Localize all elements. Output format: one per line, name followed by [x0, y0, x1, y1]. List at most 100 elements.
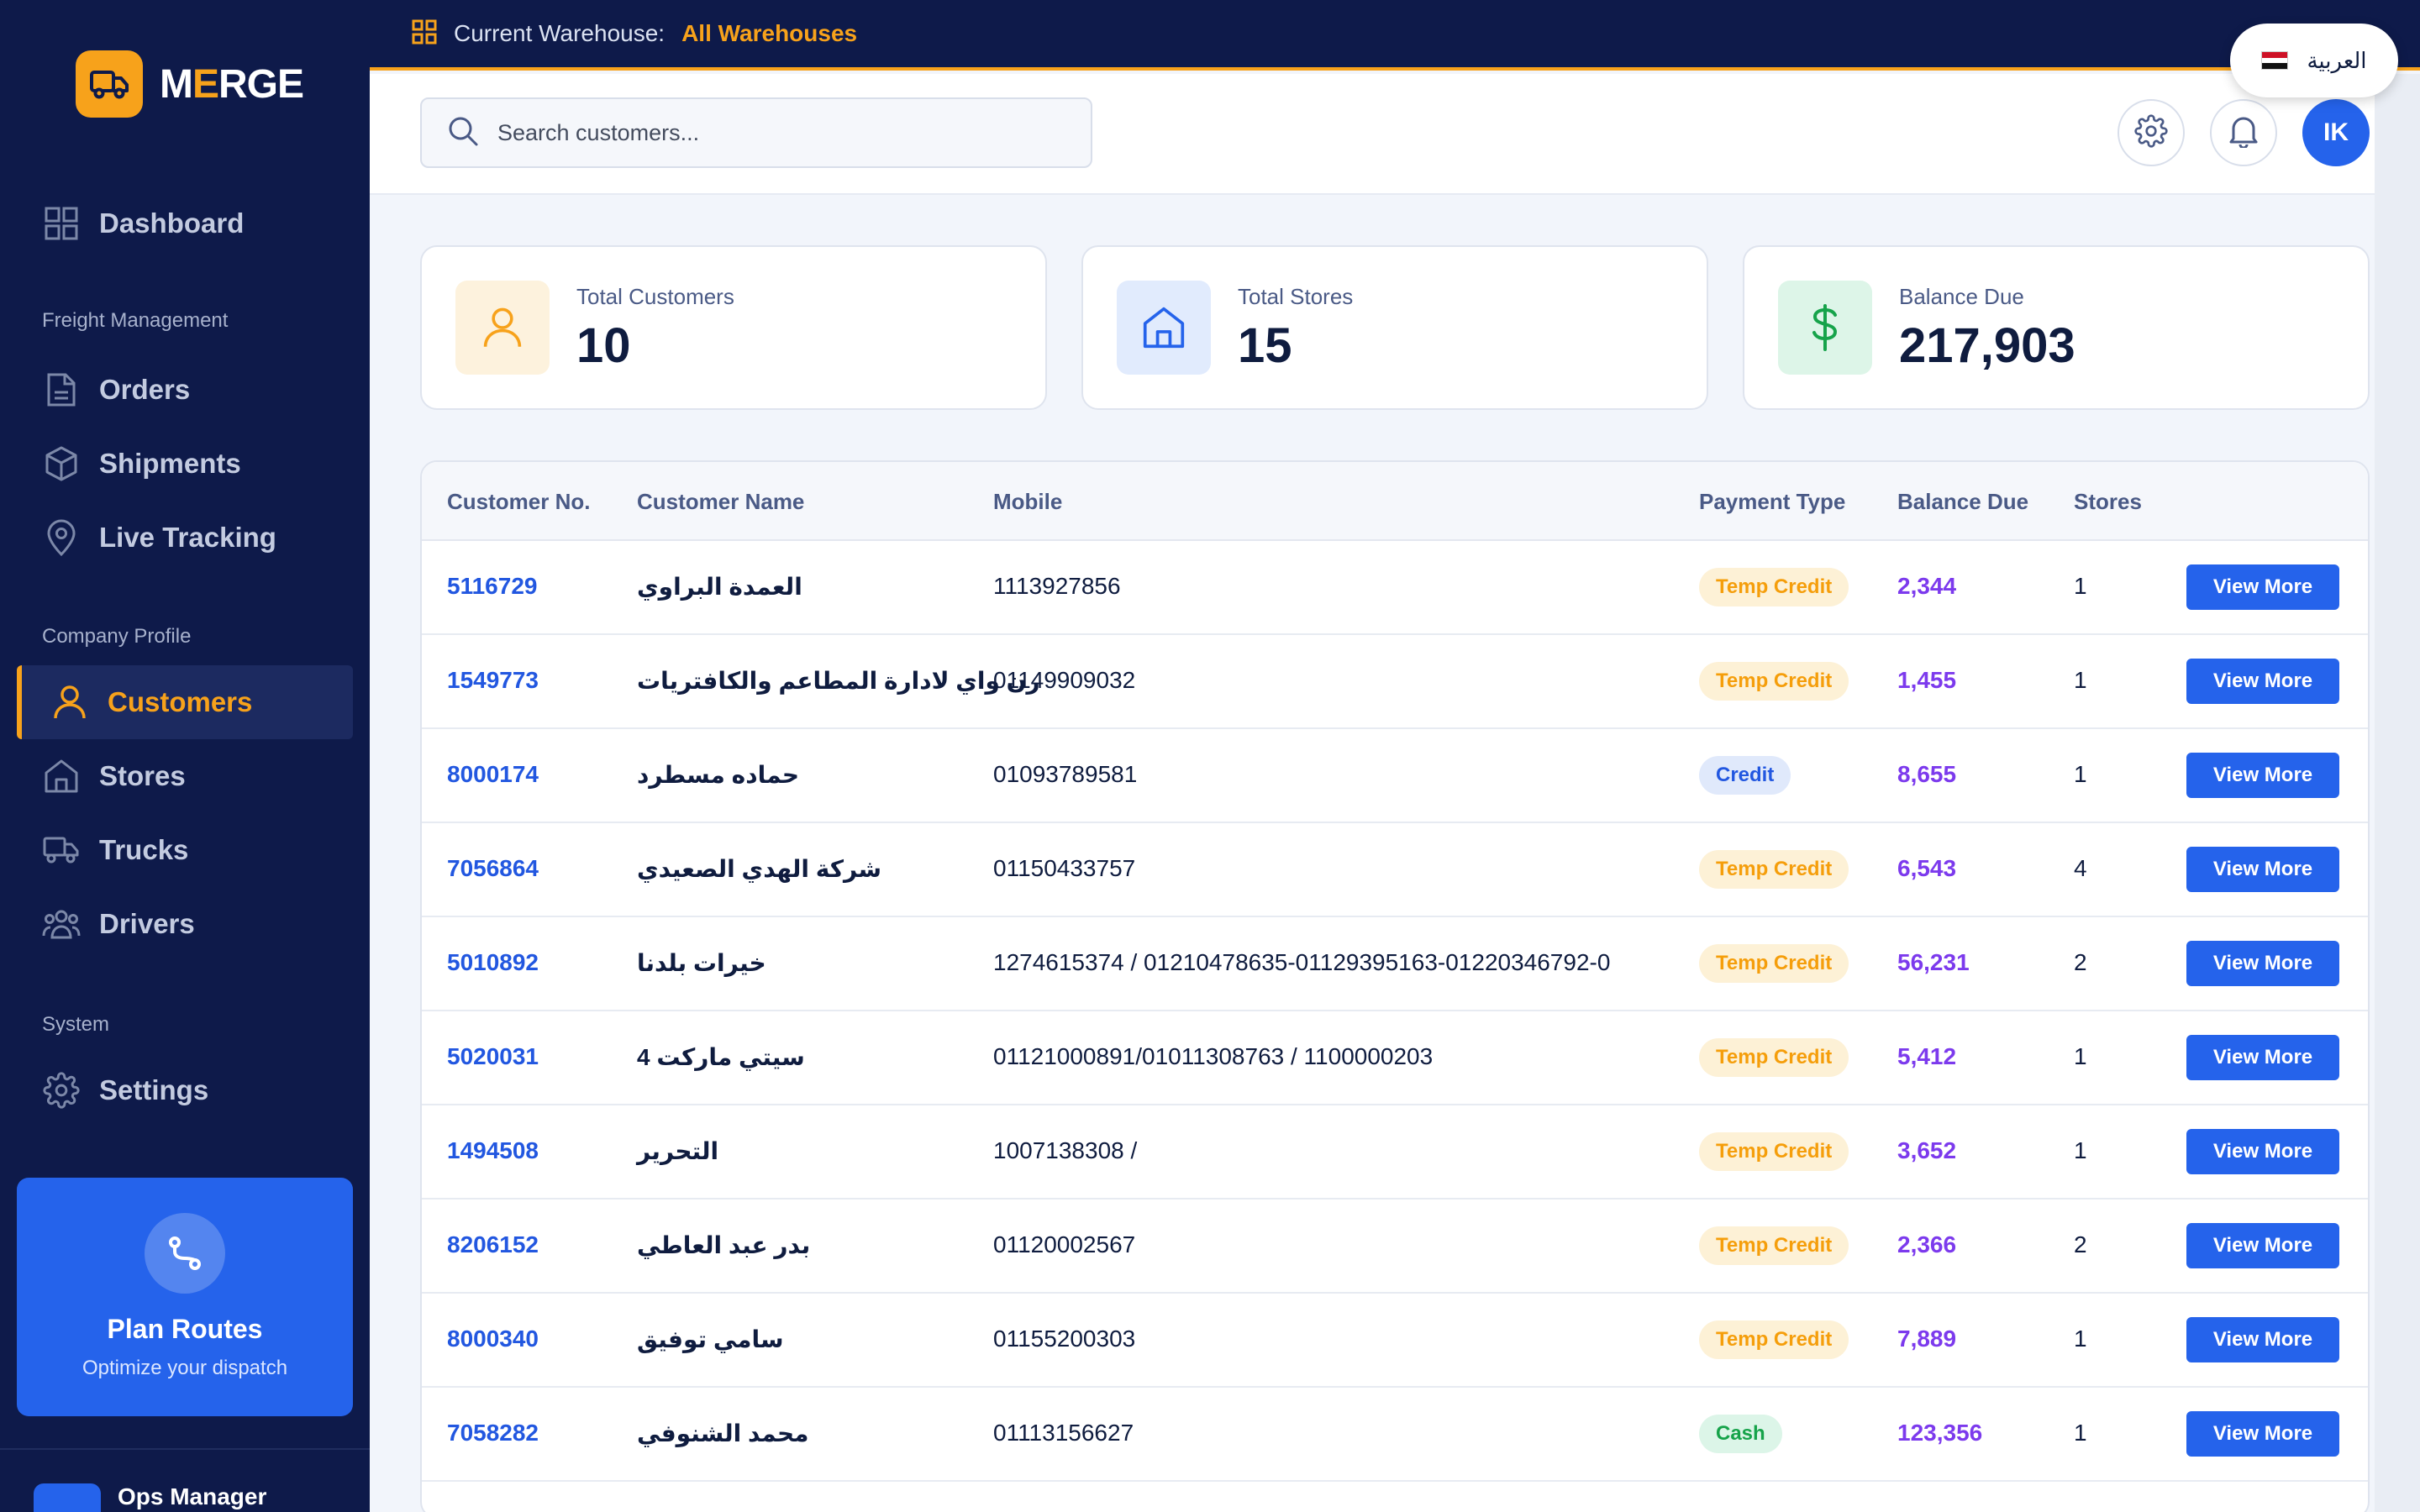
brand-name: MERGE [160, 61, 304, 107]
customer-name: رن واي لادارة المطاعم والكافتريات [637, 668, 1040, 694]
view-more-button[interactable]: View More [2186, 659, 2339, 704]
customer-mobile: 1274615374 / 01210478635-01129395163-012… [993, 949, 1611, 975]
nav-drivers-label: Drivers [99, 908, 195, 939]
customer-number-link[interactable]: 7058282 [447, 1420, 539, 1446]
warehouse-selector[interactable]: All Warehouses [681, 20, 858, 46]
customer-number-link[interactable]: 1494508 [447, 1137, 539, 1163]
customer-mobile: 01120002567 [993, 1231, 1136, 1257]
search-box[interactable] [420, 97, 1092, 168]
nav-shipments-label: Shipments [99, 448, 241, 479]
plan-routes-card[interactable]: Plan Routes Optimize your dispatch [17, 1178, 353, 1416]
column-stores[interactable]: Stores [2074, 489, 2142, 514]
search-icon [447, 115, 479, 151]
customer-number-link[interactable]: 1549773 [447, 667, 539, 693]
column-balance-due[interactable]: Balance Due [1897, 489, 2029, 514]
payment-type-badge: Temp Credit [1699, 944, 1849, 983]
payment-type-badge: Temp Credit [1699, 662, 1849, 701]
customer-name: بدر عبد العاطي [637, 1232, 811, 1258]
payment-type-badge: Temp Credit [1699, 1320, 1849, 1359]
section-company-profile: Company Profile [42, 625, 192, 648]
nav-customers[interactable]: Customers [17, 665, 353, 739]
balance-due-value: 5,412 [1897, 1043, 1957, 1069]
stores-count: 1 [2074, 1326, 2087, 1352]
customer-number-link[interactable]: 5116729 [447, 573, 538, 599]
user-avatar [34, 1483, 101, 1512]
nav-live-tracking[interactable]: Live Tracking [17, 501, 353, 575]
customer-mobile: 01093789581 [993, 761, 1138, 787]
nav-shipments[interactable]: Shipments [17, 427, 353, 501]
user-profile[interactable]: Ops Manager [34, 1483, 266, 1512]
customer-number-link[interactable]: 8000174 [447, 761, 539, 787]
nav-settings[interactable]: Settings [17, 1053, 353, 1127]
section-system: System [42, 1013, 110, 1036]
column-customer-name[interactable]: Customer Name [637, 489, 805, 514]
view-more-button[interactable]: View More [2186, 753, 2339, 798]
stores-count: 1 [2074, 761, 2087, 787]
brand-logo[interactable]: MERGE [76, 50, 304, 118]
customer-number-link[interactable]: 5020031 [447, 1043, 539, 1069]
balance-due-value: 123,356 [1897, 1420, 1983, 1446]
plan-routes-subtitle: Optimize your dispatch [82, 1357, 288, 1379]
table-row: 8000174 حماده مسطرد 01093789581 Credit 8… [422, 729, 2368, 823]
view-more-button[interactable]: View More [2186, 1317, 2339, 1362]
nav-stores-label: Stores [99, 760, 186, 791]
warehouse-grid-icon [412, 19, 437, 49]
view-more-button[interactable]: View More [2186, 1411, 2339, 1457]
warehouse-bar: Current Warehouse: All Warehouses [370, 0, 2420, 71]
language-label: العربية [2307, 47, 2367, 73]
language-switch[interactable]: العربية [2230, 24, 2398, 97]
settings-button[interactable] [2118, 99, 2185, 166]
view-more-button[interactable]: View More [2186, 1129, 2339, 1174]
table-header: Customer No. Customer Name Mobile Paymen… [422, 462, 2368, 541]
search-input[interactable] [497, 119, 1069, 146]
column-mobile[interactable]: Mobile [993, 489, 1063, 514]
customer-number-link[interactable]: 8000340 [447, 1326, 539, 1352]
view-more-button[interactable]: View More [2186, 941, 2339, 986]
document-icon [42, 370, 81, 409]
stat-label: Balance Due [1899, 284, 2024, 309]
nav-orders[interactable]: Orders [17, 353, 353, 427]
grid-icon [42, 204, 81, 243]
nav-dashboard[interactable]: Dashboard [17, 186, 353, 260]
column-payment-type[interactable]: Payment Type [1699, 489, 1846, 514]
user-icon [50, 683, 89, 722]
plan-routes-title: Plan Routes [107, 1314, 263, 1344]
payment-type-badge: Cash [1699, 1415, 1782, 1453]
view-more-button[interactable]: View More [2186, 847, 2339, 892]
stat-total-customers: Total Customers 10 [420, 245, 1047, 410]
customer-name: العمدة البراوي [637, 574, 802, 600]
balance-due-value: 1,455 [1897, 667, 1957, 693]
balance-due-value: 7,889 [1897, 1326, 1957, 1352]
view-more-button[interactable]: View More [2186, 564, 2339, 610]
customer-number-link[interactable]: 8206152 [447, 1231, 539, 1257]
view-more-button[interactable]: View More [2186, 1035, 2339, 1080]
stores-count: 2 [2074, 1231, 2087, 1257]
stores-count: 1 [2074, 1043, 2087, 1069]
customer-name: سيتي ماركت 4 [637, 1044, 805, 1070]
nav-drivers[interactable]: Drivers [17, 887, 353, 961]
stat-label: Total Customers [576, 284, 734, 309]
dollar-icon [1778, 281, 1872, 375]
user-avatar-button[interactable]: IK [2302, 99, 2370, 166]
nav-trucks[interactable]: Trucks [17, 813, 353, 887]
customer-name: خيرات بلدنا [637, 950, 766, 976]
column-customer-no[interactable]: Customer No. [447, 489, 591, 514]
route-icon [145, 1213, 225, 1294]
bell-icon [2228, 114, 2260, 152]
customers-table: Customer No. Customer Name Mobile Paymen… [420, 460, 2370, 1512]
gear-icon [2134, 113, 2168, 152]
customer-number-link[interactable]: 7056864 [447, 855, 539, 881]
stat-total-stores: Total Stores 15 [1081, 245, 1708, 410]
stores-count: 1 [2074, 1420, 2087, 1446]
payment-type-badge: Temp Credit [1699, 568, 1849, 606]
truck-icon [76, 50, 143, 118]
table-row: 5116729 العمدة البراوي 1113927856 Temp C… [422, 541, 2368, 635]
customer-mobile: 01149909032 [993, 667, 1136, 693]
customer-mobile: 01155200303 [993, 1326, 1136, 1352]
nav-stores[interactable]: Stores [17, 739, 353, 813]
stat-label: Total Stores [1238, 284, 1354, 309]
customer-number-link[interactable]: 5010892 [447, 949, 539, 975]
customer-mobile: 1113927856 [993, 573, 1121, 599]
notifications-button[interactable] [2210, 99, 2277, 166]
view-more-button[interactable]: View More [2186, 1223, 2339, 1268]
